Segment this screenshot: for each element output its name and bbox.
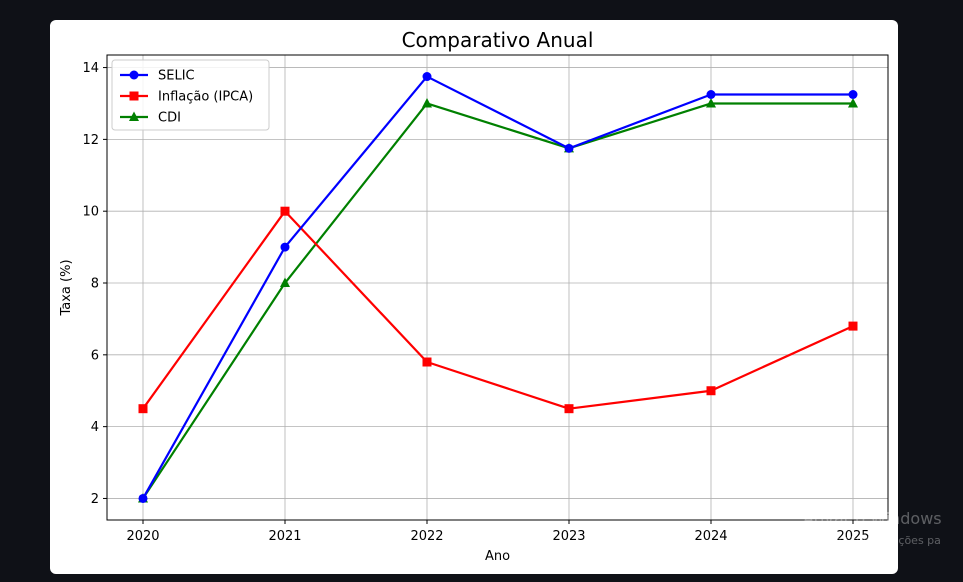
windows-activation-watermark-subtitle: Acesse Configurações pa [803,534,941,547]
y-tick-label: 14 [82,61,99,76]
series-line [142,210,854,410]
windows-activation-watermark-title: Ativar o Windows [803,509,942,528]
y-tick-label: 4 [91,420,99,435]
x-tick-label: 2024 [694,529,727,544]
legend-marker [129,111,139,121]
data-point [848,321,858,331]
data-point [422,357,432,367]
legend-label: SELIC [158,69,195,84]
series-line [142,75,853,499]
legend-label: CDI [158,111,181,126]
x-axis-label: Ano [485,549,510,564]
data-point [138,404,148,414]
line-chart: 2020 2021 2022 2023 2024 2025 2 4 6 8 10 12 14 Compar… [59,28,889,564]
legend-marker [129,70,139,80]
series-line [142,102,853,500]
y-tick-label: 6 [91,348,99,363]
plot-frame [106,54,889,521]
chart-card: 2020 2021 2022 2023 2024 2025 2 4 6 8 10 12 14 Compar… [50,20,898,574]
data-point [706,386,716,396]
data-point [848,89,858,99]
data-point [564,143,574,153]
x-tick-label: 2022 [410,529,443,544]
y-tick-label: 10 [82,205,99,220]
data-point [422,72,432,82]
x-tick-label: 2025 [836,529,869,544]
legend-marker [129,91,139,101]
y-tick-label: 2 [91,492,99,507]
data-point [280,277,290,288]
legend-label: Inflação (IPCA) [158,90,253,105]
data-point [280,206,290,216]
y-tick-label: 12 [82,133,99,148]
data-point [138,493,148,503]
y-axis-label: Taxa (%) [59,259,74,316]
data-point [280,242,290,252]
y-tick-label: 8 [91,277,99,292]
data-point [706,89,716,99]
data-point [422,97,432,108]
data-point [706,97,716,108]
x-tick-label: 2020 [126,529,159,544]
chart-title: Comparativo Anual [402,28,594,52]
data-point [848,97,858,108]
x-tick-label: 2021 [268,529,301,544]
data-point [564,404,574,414]
legend-box [111,59,270,131]
x-tick-label: 2023 [552,529,585,544]
